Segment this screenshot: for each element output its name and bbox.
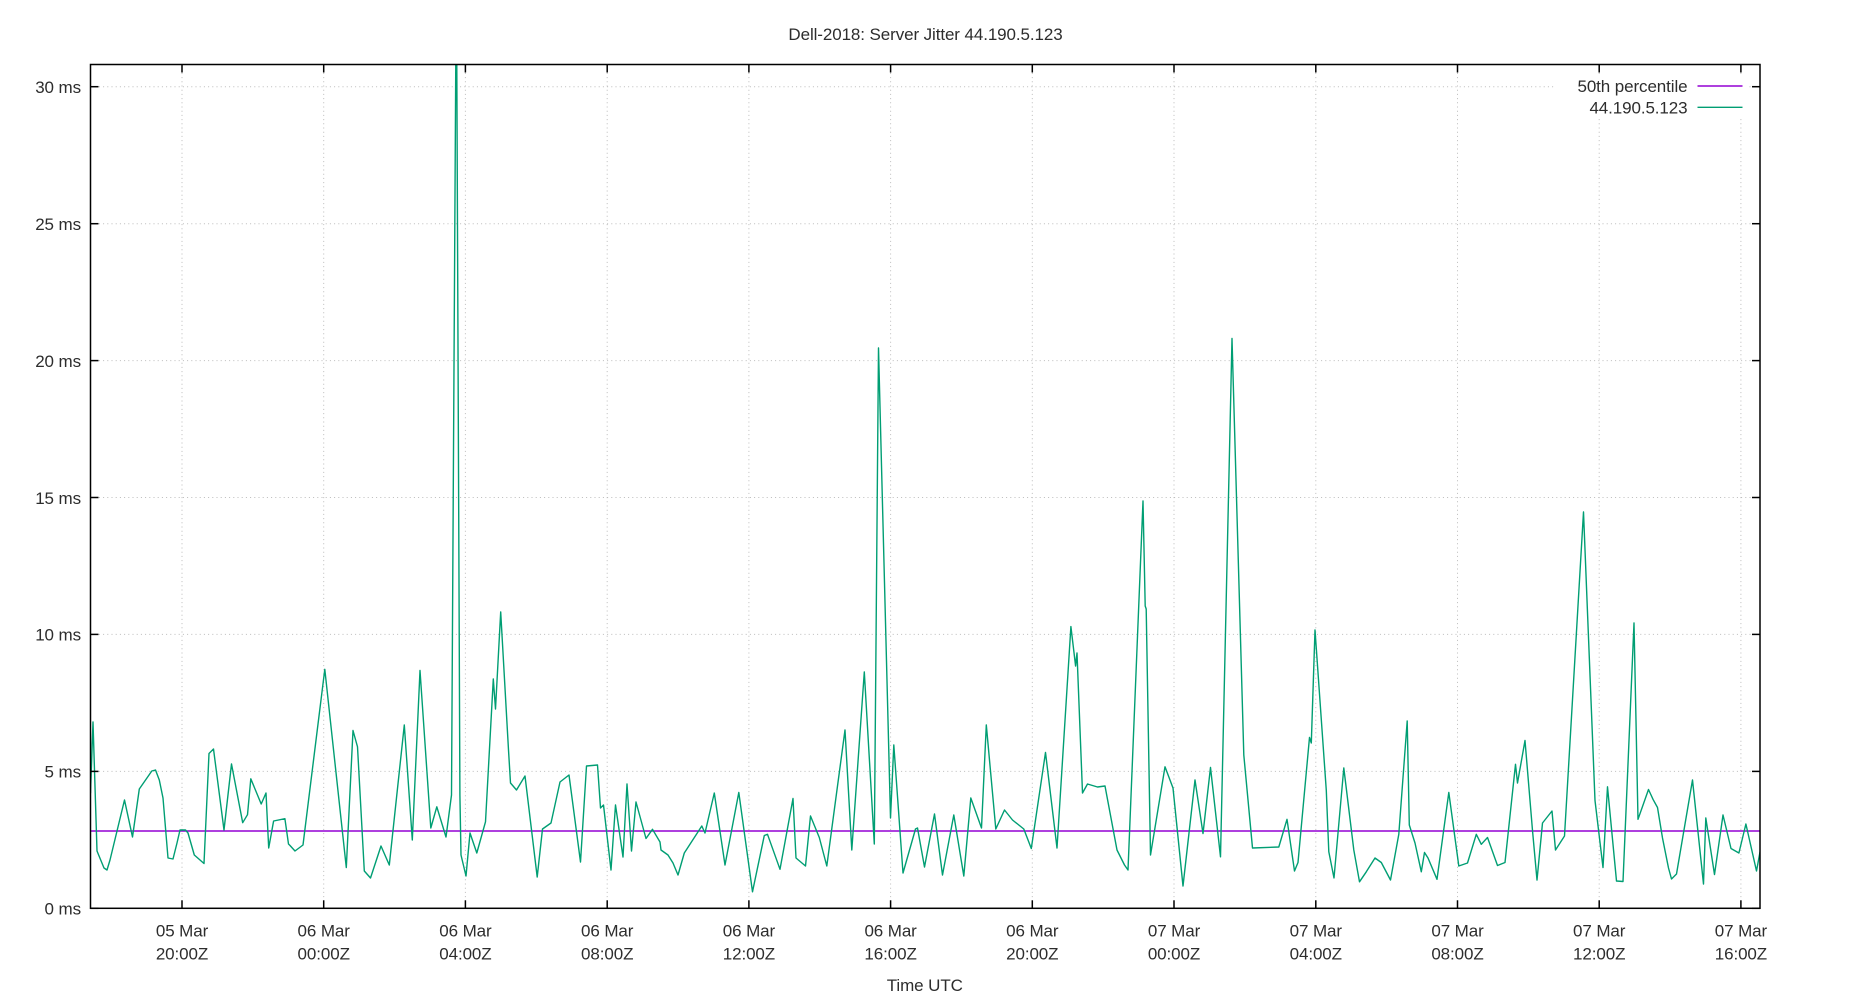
- svg-text:12:00Z: 12:00Z: [723, 945, 775, 964]
- svg-text:Dell-2018: Server Jitter 44.19: Dell-2018: Server Jitter 44.190.5.123: [788, 25, 1062, 44]
- svg-text:07 Mar: 07 Mar: [1431, 922, 1484, 941]
- svg-text:12:00Z: 12:00Z: [1573, 945, 1625, 964]
- svg-text:06 Mar: 06 Mar: [298, 922, 351, 941]
- svg-text:06 Mar: 06 Mar: [439, 922, 492, 941]
- svg-text:25 ms: 25 ms: [35, 215, 81, 234]
- svg-text:06 Mar: 06 Mar: [723, 922, 776, 941]
- svg-text:20:00Z: 20:00Z: [1006, 945, 1058, 964]
- svg-text:16:00Z: 16:00Z: [1715, 945, 1767, 964]
- svg-text:06 Mar: 06 Mar: [1006, 922, 1059, 941]
- svg-text:06 Mar: 06 Mar: [581, 922, 634, 941]
- svg-text:0 ms: 0 ms: [45, 900, 81, 919]
- svg-text:05 Mar: 05 Mar: [156, 922, 209, 941]
- svg-text:50th percentile: 50th percentile: [1577, 77, 1687, 96]
- svg-text:04:00Z: 04:00Z: [439, 945, 491, 964]
- svg-text:07 Mar: 07 Mar: [1715, 922, 1768, 941]
- svg-text:10 ms: 10 ms: [35, 626, 81, 645]
- svg-text:08:00Z: 08:00Z: [581, 945, 633, 964]
- svg-text:16:00Z: 16:00Z: [864, 945, 916, 964]
- svg-text:5 ms: 5 ms: [45, 763, 81, 782]
- svg-text:30 ms: 30 ms: [35, 78, 81, 97]
- svg-text:44.190.5.123: 44.190.5.123: [1589, 99, 1687, 118]
- svg-text:15 ms: 15 ms: [35, 489, 81, 508]
- svg-text:08:00Z: 08:00Z: [1431, 945, 1483, 964]
- svg-text:Time UTC: Time UTC: [887, 976, 963, 995]
- svg-text:20:00Z: 20:00Z: [156, 945, 208, 964]
- svg-text:07 Mar: 07 Mar: [1148, 922, 1201, 941]
- svg-text:20 ms: 20 ms: [35, 352, 81, 371]
- svg-text:04:00Z: 04:00Z: [1290, 945, 1342, 964]
- svg-text:07 Mar: 07 Mar: [1573, 922, 1626, 941]
- svg-text:07 Mar: 07 Mar: [1290, 922, 1343, 941]
- svg-text:00:00Z: 00:00Z: [1148, 945, 1200, 964]
- svg-text:00:00Z: 00:00Z: [298, 945, 350, 964]
- svg-text:06 Mar: 06 Mar: [864, 922, 917, 941]
